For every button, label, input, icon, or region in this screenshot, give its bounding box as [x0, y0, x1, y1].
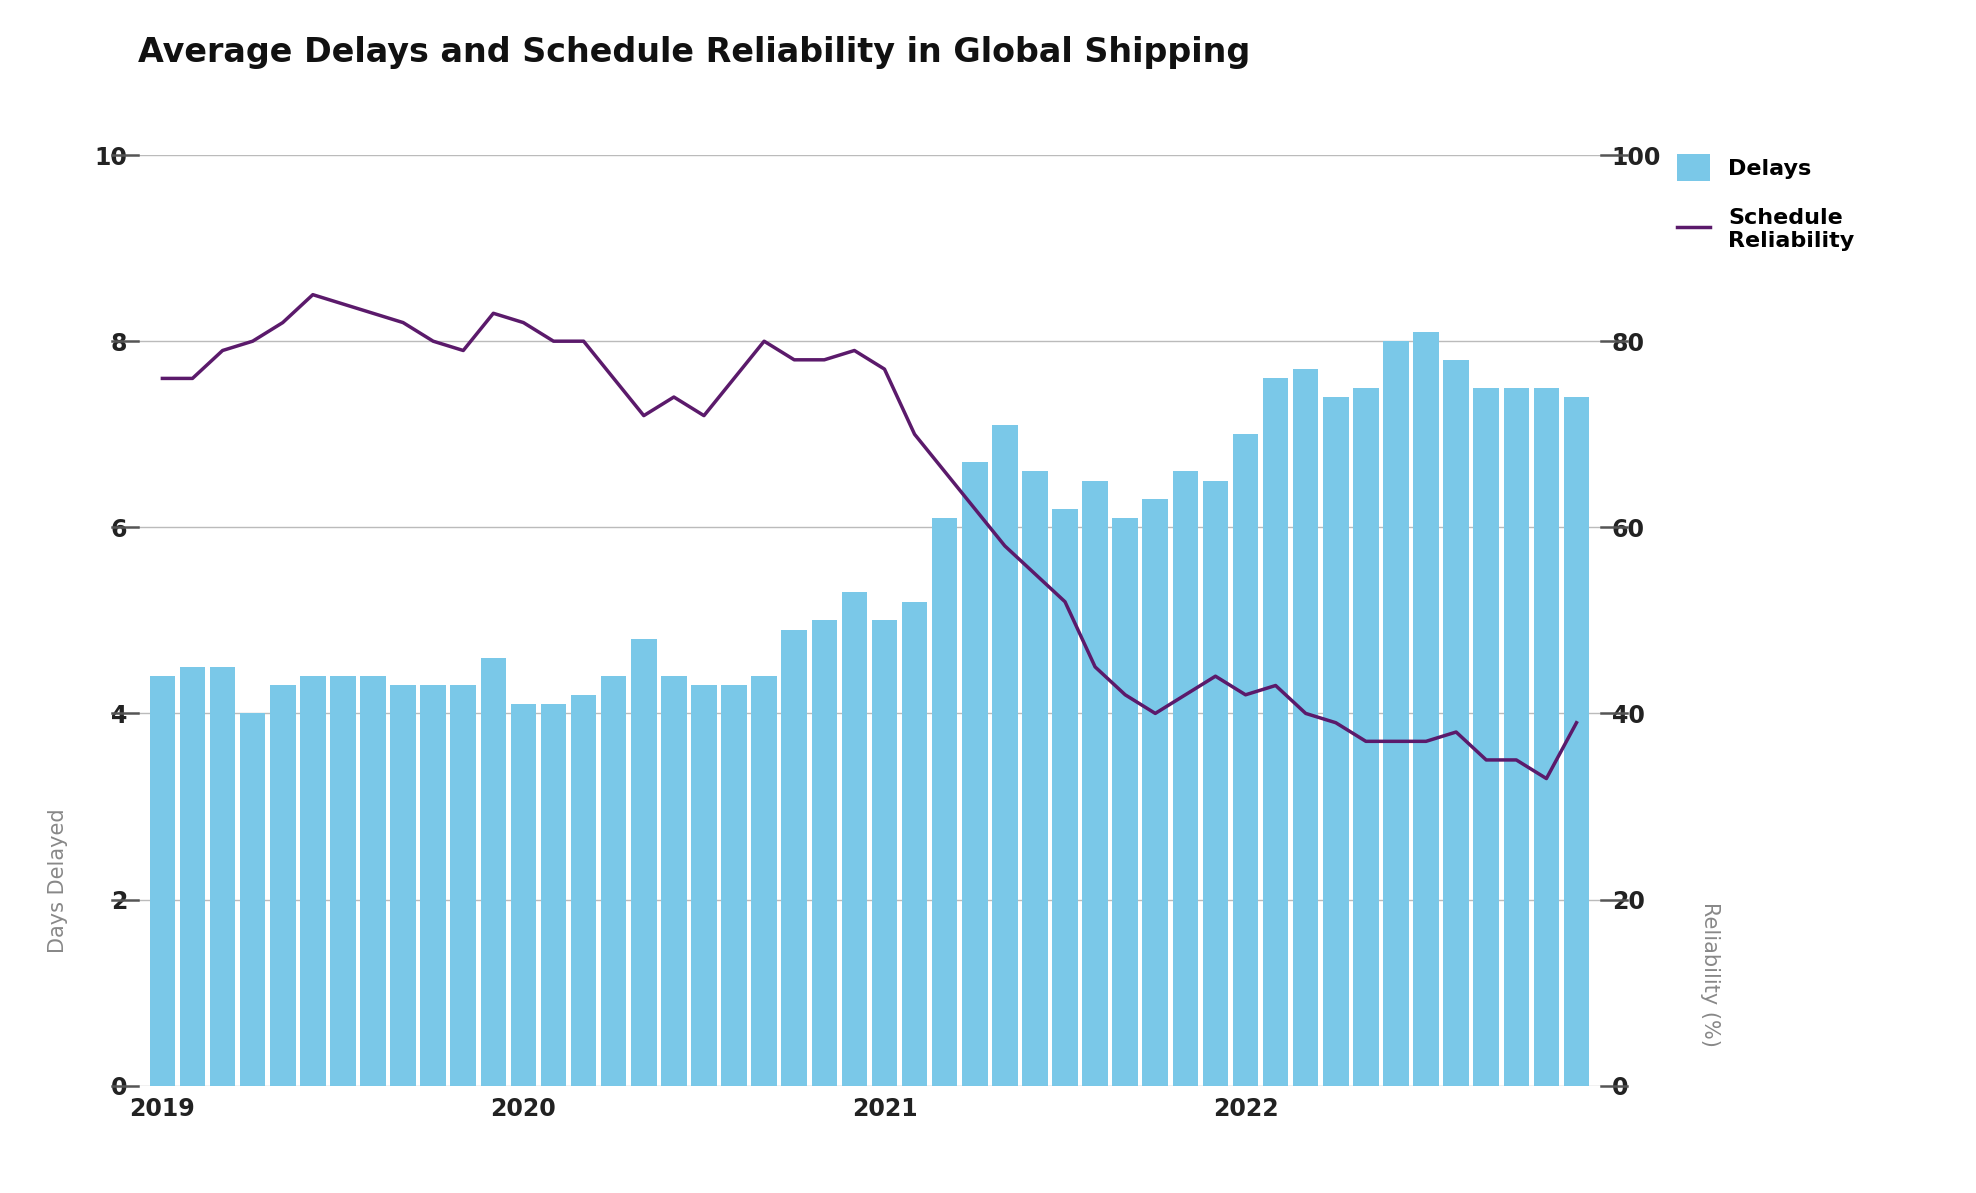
- Bar: [391, 686, 415, 1086]
- Bar: [933, 518, 958, 1086]
- Bar: [721, 686, 747, 1086]
- Bar: [1233, 434, 1259, 1086]
- Bar: [239, 713, 265, 1086]
- Text: Average Delays and Schedule Reliability in Global Shipping: Average Delays and Schedule Reliability …: [138, 36, 1251, 69]
- Bar: [781, 630, 806, 1086]
- Bar: [1413, 332, 1439, 1086]
- Bar: [751, 676, 777, 1086]
- Bar: [541, 704, 567, 1086]
- Bar: [1533, 388, 1559, 1086]
- Bar: [1442, 360, 1468, 1086]
- Bar: [300, 676, 326, 1086]
- Bar: [1474, 388, 1500, 1086]
- Bar: [812, 620, 838, 1086]
- Bar: [510, 704, 535, 1086]
- Bar: [630, 639, 656, 1086]
- Bar: [150, 676, 176, 1086]
- Bar: [992, 425, 1018, 1086]
- Bar: [1083, 481, 1109, 1086]
- Bar: [1142, 500, 1168, 1086]
- Bar: [480, 657, 506, 1086]
- Bar: [1112, 518, 1138, 1086]
- Bar: [1053, 508, 1077, 1086]
- Bar: [1504, 388, 1529, 1086]
- Bar: [871, 620, 897, 1086]
- Bar: [1203, 481, 1229, 1086]
- Legend: Delays, Schedule
Reliability: Delays, Schedule Reliability: [1670, 148, 1861, 258]
- Bar: [901, 601, 927, 1086]
- Text: Reliability (%): Reliability (%): [1699, 902, 1721, 1046]
- Bar: [962, 462, 988, 1086]
- Bar: [1354, 388, 1379, 1086]
- Bar: [571, 694, 597, 1086]
- Bar: [1263, 378, 1288, 1086]
- Bar: [692, 686, 717, 1086]
- Bar: [1292, 369, 1318, 1086]
- Bar: [1324, 397, 1348, 1086]
- Bar: [1172, 471, 1197, 1086]
- Bar: [1383, 341, 1409, 1086]
- Text: Days Delayed: Days Delayed: [47, 809, 67, 953]
- Bar: [1022, 471, 1047, 1086]
- Bar: [842, 593, 867, 1086]
- Bar: [451, 686, 476, 1086]
- Bar: [662, 676, 688, 1086]
- Bar: [601, 676, 626, 1086]
- Bar: [271, 686, 296, 1086]
- Bar: [421, 686, 447, 1086]
- Bar: [1563, 397, 1589, 1086]
- Bar: [330, 676, 356, 1086]
- Bar: [360, 676, 385, 1086]
- Bar: [180, 667, 206, 1086]
- Bar: [209, 667, 235, 1086]
